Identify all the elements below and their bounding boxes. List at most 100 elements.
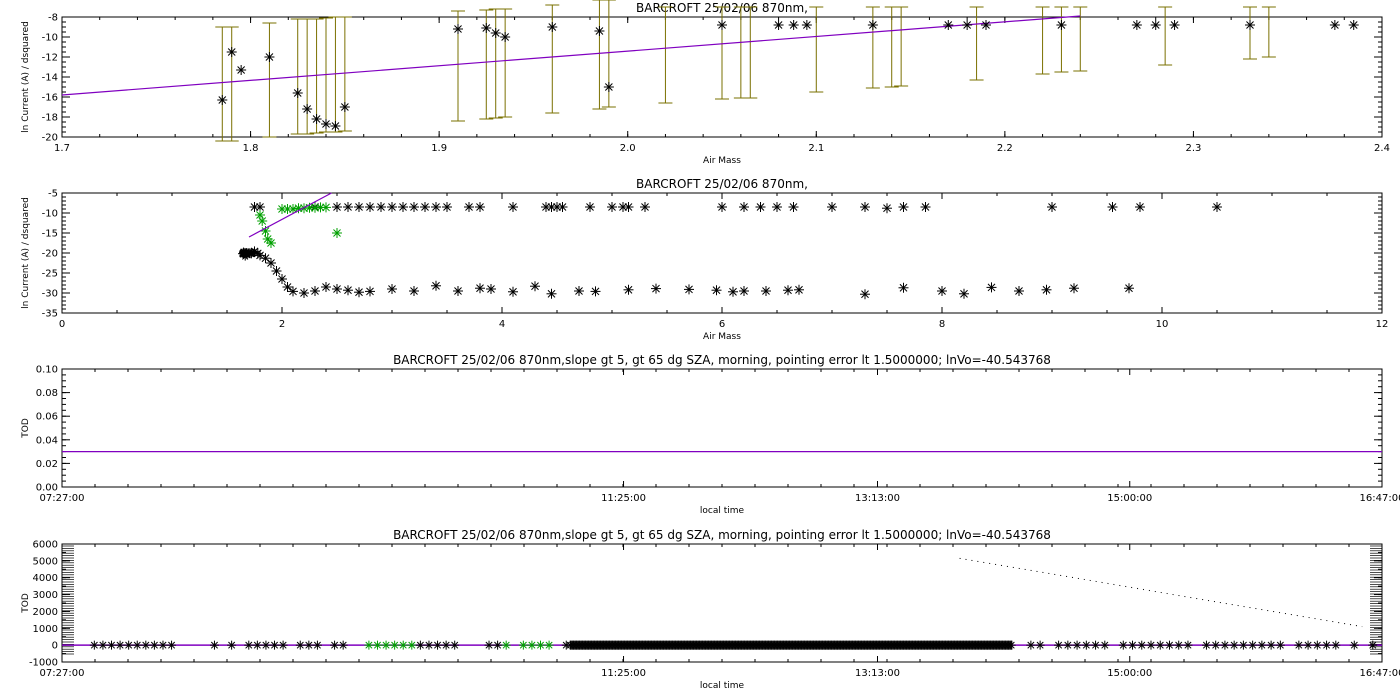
tod-point-25: [390, 641, 399, 650]
data-point-black-61: [431, 202, 441, 212]
tod-point-69: [1322, 641, 1331, 650]
data-point-1-10: [453, 24, 463, 34]
data-point-1-15: [594, 26, 604, 36]
data-point-black-42: [937, 286, 947, 296]
plot-area-clip4: [62, 558, 1382, 649]
tod-point-50: [1128, 641, 1137, 650]
y-axis-label-2: ln Current (A) / dsquared: [21, 197, 31, 309]
y-tick-label-2-2: -25: [42, 269, 58, 280]
y-axis-label-3: TOD: [21, 418, 31, 439]
data-point-black-58: [398, 202, 408, 212]
data-point-black-47: [1069, 283, 1079, 293]
data-point-black-63: [464, 202, 474, 212]
data-point-1-6: [312, 114, 322, 124]
y-tick-label-1-3: -14: [42, 73, 58, 84]
data-point-1-12: [491, 28, 501, 38]
tod-point-45: [1073, 641, 1082, 650]
tod-point-10: [210, 641, 219, 650]
tod-point-29: [424, 641, 433, 650]
tod-point-36: [519, 641, 528, 650]
data-point-1-13: [500, 32, 510, 42]
tod-point-59: [1220, 641, 1229, 650]
tod-point-17: [296, 641, 305, 650]
data-point-1-16: [604, 82, 614, 92]
tod-point-7: [150, 641, 159, 650]
tod-point-53: [1156, 641, 1165, 650]
data-point-black-25: [486, 284, 496, 294]
data-point-1-24: [981, 20, 991, 30]
data-point-black-10: [277, 274, 287, 284]
data-point-black-81: [860, 202, 870, 212]
y-tick-label-1-2: -16: [42, 93, 58, 104]
tod-point-48: [1100, 641, 1109, 650]
tod-point-15: [270, 641, 279, 650]
y-tick-label-3-4: 0.08: [36, 388, 58, 399]
tod-point-66: [1294, 641, 1303, 650]
y-tick-label-2-4: -15: [42, 229, 58, 240]
data-point-1-2: [236, 65, 246, 75]
tod-point-22: [364, 641, 373, 650]
data-point-1-1: [227, 47, 237, 57]
data-point-black-44: [987, 282, 997, 292]
tod-point-60: [1230, 641, 1239, 650]
data-point-1-27: [1151, 20, 1161, 30]
data-point-black-30: [591, 286, 601, 296]
data-point-green-4: [266, 238, 276, 248]
data-point-green-14: [332, 228, 342, 238]
data-point-black-85: [1047, 202, 1057, 212]
data-point-black-62: [442, 202, 452, 212]
data-point-green-13: [321, 202, 331, 212]
y-tick-label-3-2: 0.04: [36, 435, 58, 446]
y-tick-label-3-0: 0.00: [36, 483, 58, 494]
tod-dotted-trend: [960, 558, 1363, 626]
data-point-black-15: [321, 282, 331, 292]
y-tick-label-1-5: -10: [42, 33, 58, 44]
x-tick-label-2-5: 10: [1156, 319, 1169, 330]
data-point-1-11: [481, 23, 491, 33]
data-point-black-74: [640, 202, 650, 212]
y-axis-label-1: ln Current (A) / dsquared: [21, 21, 31, 133]
x-axis-label-4: local time: [700, 681, 745, 691]
error-bar-22: [885, 7, 899, 87]
chart-title-4: BARCROFT 25/02/06 870nm,slope gt 5, gt 6…: [393, 528, 1051, 542]
tod-point-24: [382, 641, 391, 650]
tod-point-2: [107, 641, 116, 650]
tod-point-0: [90, 641, 99, 650]
data-point-black-87: [1135, 202, 1145, 212]
data-point-black-56: [376, 202, 386, 212]
x-tick-label-4-2: 13:13:00: [855, 668, 900, 679]
tod-point-37: [527, 641, 536, 650]
data-point-black-71: [607, 202, 617, 212]
x-tick-label-2-2: 4: [499, 319, 505, 330]
tod-point-57: [1202, 641, 1211, 650]
tod-point-38: [536, 641, 545, 650]
data-point-black-53: [343, 202, 353, 212]
x-tick-label-1-3: 2.0: [620, 143, 636, 154]
data-point-black-65: [508, 202, 518, 212]
data-point-1-22: [943, 20, 953, 30]
tod-point-67: [1304, 641, 1313, 650]
y-tick-label-4-4: 3000: [33, 590, 58, 601]
data-point-1-0: [217, 95, 227, 105]
data-point-black-86: [1108, 202, 1118, 212]
error-bar-14: [592, 0, 606, 109]
tod-point-27: [407, 641, 416, 650]
error-bar-19: [743, 7, 757, 98]
error-bar-16: [658, 7, 672, 103]
data-point-black-75: [717, 202, 727, 212]
data-point-black-21: [409, 286, 419, 296]
y-tick-label-2-5: -10: [42, 209, 58, 220]
x-tick-label-3-1: 11:25:00: [601, 493, 646, 504]
x-tick-label-4-4: 16:47:00: [1360, 668, 1400, 679]
data-point-1-26: [1132, 20, 1142, 30]
tod-point-42: [1036, 641, 1045, 650]
error-bar-2: [262, 23, 276, 137]
data-point-green-1: [257, 216, 267, 226]
error-bar-23: [894, 7, 908, 86]
data-point-black-35: [728, 287, 738, 297]
x-tick-label-1-2: 1.9: [431, 143, 447, 154]
x-tick-label-3-4: 16:47:00: [1360, 493, 1400, 504]
data-point-1-14: [547, 22, 557, 32]
tod-point-56: [1183, 641, 1192, 650]
tod-point-58: [1211, 641, 1220, 650]
